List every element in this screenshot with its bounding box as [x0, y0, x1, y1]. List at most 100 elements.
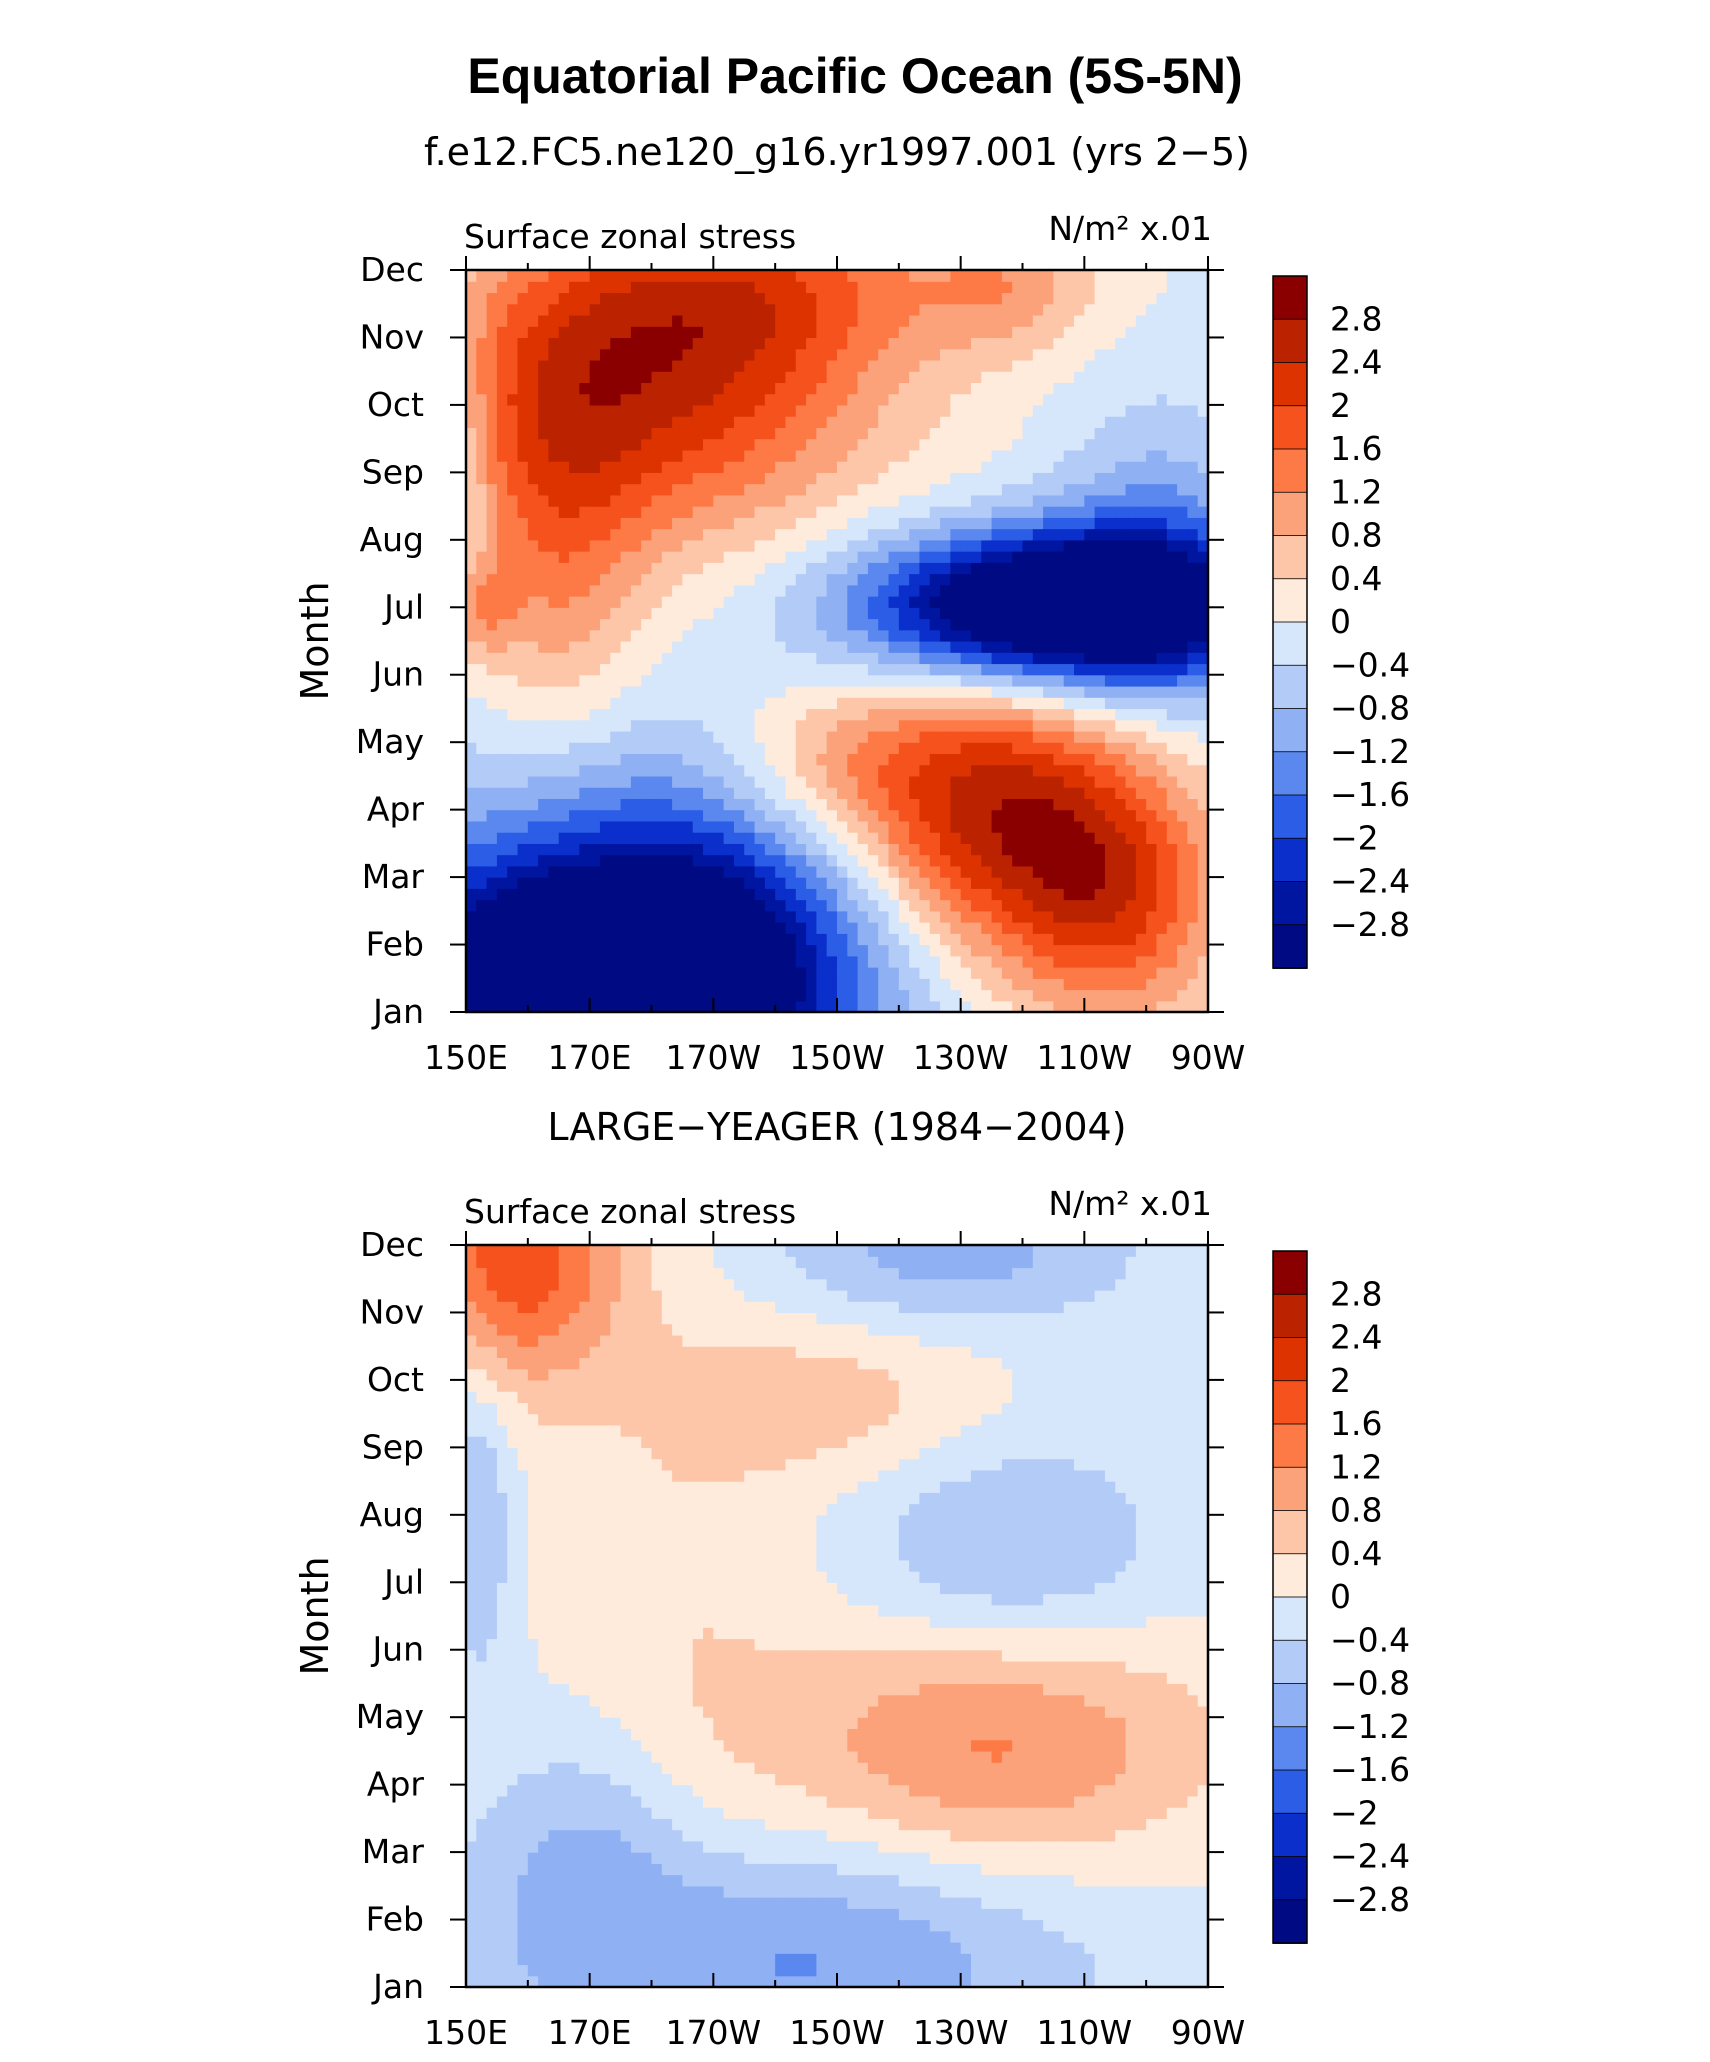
contour-cell — [764, 472, 776, 485]
contour-cell — [785, 955, 797, 968]
contour-cell — [1166, 989, 1178, 1002]
contour-cell — [1094, 787, 1106, 799]
contour-cell — [991, 877, 1003, 889]
contour-cell — [1177, 359, 1188, 372]
contour-cell — [620, 551, 632, 563]
contour-cell — [569, 461, 580, 473]
contour-cell — [599, 989, 611, 1002]
contour-cell — [929, 989, 941, 1002]
contour-cell — [785, 303, 797, 316]
contour-cell — [981, 787, 993, 799]
contour-cell — [558, 371, 570, 384]
contour-cell — [754, 865, 766, 878]
contour-cell — [1187, 708, 1199, 721]
contour-cell — [527, 820, 539, 833]
contour-cell — [1135, 438, 1147, 451]
contour-cell — [867, 303, 879, 316]
contour-cell — [744, 978, 756, 991]
contour-cell — [775, 787, 787, 799]
contour-cell — [466, 1616, 477, 1628]
contour-cell — [466, 1705, 477, 1718]
contour-cell — [733, 877, 745, 889]
contour-cell — [651, 314, 663, 327]
contour-cell — [1156, 798, 1168, 811]
contour-cell — [1156, 404, 1168, 417]
contour-cell — [548, 944, 560, 957]
contour-cell — [496, 922, 508, 934]
contour-cell — [970, 326, 982, 339]
contour-cell — [764, 978, 776, 991]
contour-cell — [507, 303, 519, 316]
contour-cell — [1063, 787, 1075, 799]
contour-cell — [867, 652, 879, 665]
contour-cell — [795, 382, 807, 395]
contour-cell — [754, 314, 766, 327]
contour-cell — [1125, 517, 1137, 530]
contour-cell — [672, 337, 684, 350]
contour-cell — [1125, 685, 1137, 698]
contour-cell — [970, 382, 982, 395]
contour-cell — [538, 404, 550, 417]
contour-cell — [733, 506, 745, 518]
contour-cell — [847, 371, 859, 384]
contour-cell — [599, 506, 611, 518]
contour-cell — [466, 506, 477, 518]
contour-cell — [981, 303, 993, 316]
contour-cell — [929, 618, 941, 631]
contour-cell — [826, 753, 838, 766]
contour-cell — [898, 416, 910, 428]
contour-cell — [775, 888, 787, 901]
contour-cell — [1135, 730, 1147, 743]
contour-cell — [754, 506, 766, 518]
contour-cell — [538, 652, 550, 665]
contour-cell — [476, 1312, 488, 1325]
contour-cell — [599, 955, 611, 968]
contour-cell — [1063, 809, 1075, 822]
contour-cell — [867, 798, 879, 811]
contour-cell — [795, 910, 807, 923]
contour-cell — [754, 371, 766, 384]
contour-cell — [672, 416, 684, 428]
contour-cell — [466, 427, 477, 440]
contour-cell — [837, 832, 848, 844]
contour-cell — [527, 730, 539, 743]
contour-cell — [816, 584, 828, 597]
contour-cell — [1177, 292, 1188, 305]
contour-cell — [1166, 382, 1178, 395]
contour-cell — [476, 1942, 488, 1954]
contour-cell — [620, 629, 632, 642]
contour-cell — [1022, 281, 1034, 294]
contour-cell — [1156, 820, 1168, 833]
contour-cell — [960, 472, 972, 485]
contour-cell — [785, 820, 797, 833]
contour-cell — [466, 1728, 477, 1741]
contour-cell — [806, 494, 817, 507]
contour-cell — [898, 967, 910, 979]
contour-cell — [795, 832, 807, 844]
contour-cell — [1125, 629, 1137, 642]
contour-cell — [589, 899, 601, 912]
contour-cell — [1177, 719, 1188, 732]
contour-cell — [661, 899, 673, 912]
contour-cell — [744, 730, 756, 743]
contour-cell — [847, 584, 859, 597]
contour-cell — [1022, 517, 1034, 530]
contour-cell — [1146, 618, 1158, 631]
contour-cell — [919, 281, 931, 294]
contour-cell — [1166, 584, 1178, 597]
contour-cell — [1063, 506, 1075, 518]
contour-cell — [981, 472, 993, 485]
contour-cell — [888, 989, 900, 1002]
contour-cell — [579, 933, 591, 946]
contour-cell — [775, 517, 787, 530]
contour-cell — [867, 528, 879, 541]
contour-cell — [723, 472, 735, 485]
contour-cell — [723, 764, 735, 777]
contour-cell — [981, 281, 993, 294]
contour-cell — [733, 483, 745, 496]
contour-cell — [486, 292, 498, 305]
contour-cell — [589, 584, 601, 597]
contour-cell — [795, 877, 807, 889]
contour-cell — [1156, 742, 1168, 755]
contour-cell — [806, 326, 817, 339]
